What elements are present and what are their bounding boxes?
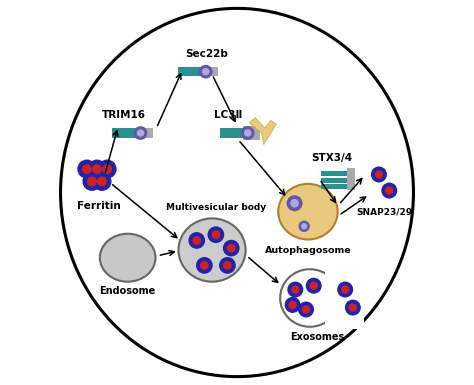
Circle shape [98, 177, 106, 186]
Circle shape [245, 130, 251, 136]
Circle shape [349, 304, 356, 311]
Circle shape [93, 165, 101, 173]
Bar [321, 177, 349, 182]
Circle shape [288, 282, 302, 297]
Circle shape [193, 237, 201, 244]
Bar [321, 184, 349, 189]
Circle shape [103, 165, 111, 173]
Text: Endosome: Endosome [100, 286, 156, 296]
Circle shape [382, 183, 397, 198]
Circle shape [342, 286, 349, 293]
Circle shape [212, 231, 219, 238]
Circle shape [88, 177, 96, 186]
Bar [347, 168, 355, 190]
Circle shape [346, 300, 360, 315]
Circle shape [83, 172, 101, 190]
Ellipse shape [179, 218, 246, 282]
Circle shape [224, 241, 239, 256]
Bar [206, 67, 218, 76]
Circle shape [82, 165, 91, 173]
Circle shape [386, 187, 393, 194]
Circle shape [137, 130, 144, 136]
Text: STX3/4: STX3/4 [311, 152, 353, 162]
Circle shape [98, 160, 116, 178]
Circle shape [242, 127, 254, 139]
Circle shape [302, 306, 310, 313]
Circle shape [299, 302, 313, 317]
Circle shape [287, 196, 302, 211]
Circle shape [301, 224, 307, 229]
Circle shape [299, 221, 309, 231]
Circle shape [203, 69, 209, 75]
Circle shape [189, 233, 204, 248]
Circle shape [208, 227, 224, 243]
Circle shape [88, 160, 106, 178]
Ellipse shape [100, 234, 155, 282]
Text: SNAP23/29: SNAP23/29 [356, 208, 413, 217]
Bar [112, 129, 140, 138]
Circle shape [338, 282, 353, 297]
Text: Ferritin: Ferritin [77, 201, 121, 211]
Circle shape [224, 262, 231, 269]
Circle shape [93, 172, 111, 190]
Circle shape [310, 282, 317, 289]
Circle shape [372, 167, 386, 182]
Circle shape [291, 199, 298, 207]
Circle shape [201, 262, 208, 269]
Text: TRIM16: TRIM16 [102, 110, 146, 120]
Bar [321, 171, 349, 176]
Circle shape [289, 301, 296, 308]
Circle shape [78, 160, 96, 178]
Circle shape [285, 298, 300, 312]
Text: Exosomes: Exosomes [291, 332, 345, 342]
Circle shape [220, 258, 235, 273]
Circle shape [228, 244, 235, 252]
Bar [243, 126, 260, 140]
Ellipse shape [280, 269, 339, 327]
Circle shape [375, 171, 383, 178]
Circle shape [197, 258, 212, 273]
Circle shape [200, 65, 212, 78]
Bar [178, 67, 206, 76]
Text: Sec22b: Sec22b [185, 49, 228, 59]
Bar [325, 267, 364, 329]
Bar [220, 129, 256, 138]
Text: LC3Ⅱ: LC3Ⅱ [214, 110, 242, 120]
Circle shape [292, 286, 299, 293]
Ellipse shape [278, 184, 337, 239]
Bar [140, 129, 153, 138]
Circle shape [135, 127, 146, 139]
Circle shape [306, 278, 321, 293]
Polygon shape [249, 118, 276, 144]
Text: Multivesicular body: Multivesicular body [166, 203, 266, 212]
Text: Autophagosome: Autophagosome [264, 246, 351, 255]
